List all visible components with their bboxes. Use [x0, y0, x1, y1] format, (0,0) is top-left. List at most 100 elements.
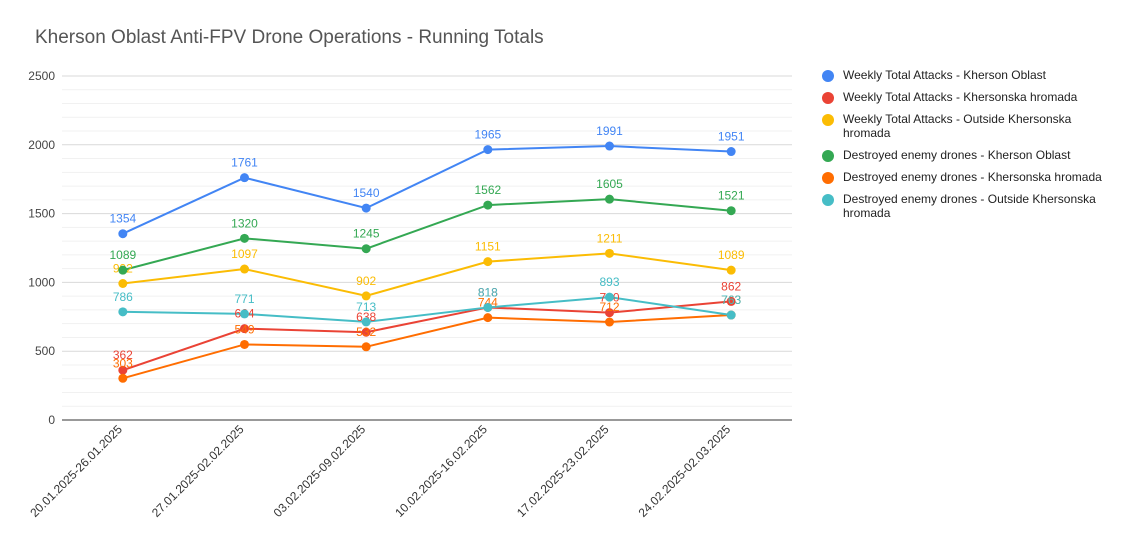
- data-point: [483, 200, 493, 210]
- data-label: 771: [234, 292, 254, 306]
- data-label: 1562: [474, 183, 501, 197]
- legend-item: Destroyed enemy drones - Khersonska hrom…: [822, 170, 1122, 184]
- legend-marker: [822, 172, 834, 184]
- data-label: 893: [599, 275, 619, 289]
- data-point: [605, 141, 614, 151]
- data-point: [240, 264, 249, 274]
- x-tick-label: 03.02.2025-09.02.2025: [271, 422, 369, 520]
- data-label: 532: [356, 325, 376, 339]
- legend-item: Destroyed enemy drones - Kherson Oblast: [822, 148, 1122, 162]
- data-label: 362: [113, 348, 133, 362]
- data-label: 1991: [596, 124, 623, 138]
- data-label: 763: [721, 293, 741, 307]
- data-point: [726, 310, 736, 320]
- data-label: 1097: [231, 247, 258, 261]
- legend: Weekly Total Attacks - Kherson Oblast Wee…: [822, 68, 1122, 228]
- data-label: 818: [478, 285, 498, 299]
- data-point: [605, 194, 614, 204]
- data-point: [726, 147, 736, 157]
- series-line: [122, 145, 732, 235]
- legend-label: Destroyed enemy drones - Outside Kherson…: [843, 192, 1096, 220]
- y-tick-label: 2500: [28, 69, 55, 83]
- legend-marker: [822, 150, 834, 162]
- data-point: [361, 317, 371, 327]
- y-tick-label: 2000: [28, 138, 55, 152]
- data-label: 1320: [231, 216, 258, 230]
- legend-label: Weekly Total Attacks - Khersonska hromad…: [843, 90, 1078, 104]
- data-point: [240, 324, 249, 334]
- chart-title: Kherson Oblast Anti-FPV Drone Operations…: [35, 27, 544, 48]
- x-tick-label: 24.02.2025-02.03.2025: [636, 422, 734, 520]
- data-point: [361, 291, 371, 301]
- legend-item: Weekly Total Attacks - Khersonska hromad…: [822, 90, 1122, 104]
- data-label: 744: [478, 296, 498, 310]
- data-label: 1089: [718, 248, 745, 262]
- data-point: [240, 233, 249, 243]
- data-point: [361, 244, 371, 254]
- data-label: 1540: [353, 186, 380, 200]
- data-point: [726, 265, 736, 275]
- data-point: [240, 309, 249, 319]
- plot-area: 0 500 1000 1500 2000 2500 20.01.2025-26.01.202…: [27, 69, 792, 520]
- data-point: [240, 173, 249, 183]
- data-point: [726, 296, 736, 306]
- legend-label: Destroyed enemy drones - Khersonska hrom…: [843, 170, 1102, 184]
- data-point: [118, 307, 128, 317]
- data-label: 1151: [475, 240, 501, 254]
- y-tick-label: 1000: [28, 275, 55, 289]
- x-tick-label: 27.01.2025-02.02.2025: [149, 422, 247, 520]
- data-label: 786: [113, 290, 133, 304]
- data-point: [483, 302, 493, 312]
- series-line: [122, 198, 732, 272]
- data-point: [726, 206, 736, 216]
- data-point: [605, 248, 614, 258]
- data-point: [361, 342, 371, 352]
- data-label: 1211: [597, 231, 623, 245]
- data-label: 638: [356, 310, 376, 324]
- data-label: 1965: [474, 128, 501, 142]
- data-label: 1951: [718, 130, 745, 144]
- data-label: 1245: [353, 227, 380, 241]
- data-point: [605, 292, 614, 302]
- data-point: [483, 145, 493, 155]
- y-tick-label: 500: [35, 344, 55, 358]
- legend-marker: [822, 114, 834, 126]
- data-point: [361, 203, 371, 213]
- data-label: 712: [599, 300, 619, 314]
- data-point: [118, 373, 128, 383]
- x-tick-label: 17.02.2025-23.02.2025: [514, 422, 612, 520]
- data-label: 1521: [718, 189, 745, 203]
- legend-label: Weekly Total Attacks - Outside Khersonsk…: [843, 112, 1072, 140]
- data-point: [361, 327, 371, 337]
- legend-marker: [822, 70, 834, 82]
- data-point: [118, 365, 128, 375]
- data-point: [605, 308, 614, 318]
- data-point: [483, 257, 493, 267]
- legend-item: Weekly Total Attacks - Outside Khersonsk…: [822, 112, 1122, 140]
- data-point: [483, 313, 493, 323]
- legend-marker: [822, 194, 834, 206]
- data-label: 1761: [231, 156, 258, 170]
- x-tick-label: 20.01.2025-26.01.2025: [27, 422, 125, 520]
- data-point: [118, 279, 128, 289]
- series-line: [122, 252, 732, 297]
- series-line: [122, 300, 732, 372]
- series-line: [122, 296, 732, 323]
- data-label: 1605: [596, 177, 623, 191]
- data-label: 862: [721, 279, 741, 293]
- legend-label: Weekly Total Attacks - Kherson Oblast: [843, 68, 1046, 82]
- y-tick-label: 1500: [28, 207, 55, 221]
- data-label: 303: [113, 356, 133, 370]
- data-label: 902: [356, 274, 376, 288]
- data-point: [605, 317, 614, 327]
- data-label: 549: [234, 322, 254, 336]
- legend-label: Destroyed enemy drones - Kherson Oblast: [843, 148, 1071, 162]
- legend-item: Destroyed enemy drones - Outside Kherson…: [822, 192, 1122, 220]
- data-point: [118, 265, 128, 275]
- data-label: 763: [721, 293, 741, 307]
- data-point: [240, 339, 249, 349]
- series-line: [122, 314, 732, 380]
- legend-marker: [822, 92, 834, 104]
- data-point: [118, 229, 128, 239]
